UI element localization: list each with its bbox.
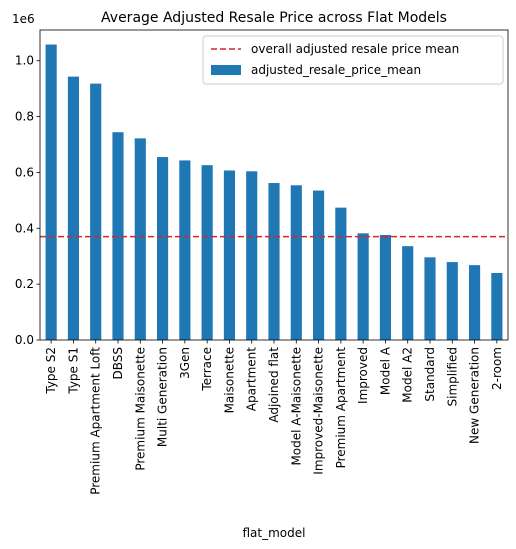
x-tick-label: 2-room — [490, 347, 504, 390]
x-tick-label: Type S2 — [44, 347, 58, 395]
bar-apartment — [246, 171, 258, 340]
x-ticks-group: Type S2 Type S1 Premium Apartment Loft DBSS… — [44, 340, 504, 495]
x-tick-label: Premium Apartment Loft — [89, 347, 103, 495]
y-tick-label: 0.6 — [15, 165, 34, 179]
x-tick-label: DBSS — [111, 347, 125, 380]
bar-3gen — [179, 160, 191, 340]
bar-improved-maisonette — [313, 190, 325, 340]
x-tick-label: Terrace — [200, 347, 214, 392]
x-tick-label: Model A2 — [401, 347, 415, 403]
x-tick-label: New Generation — [468, 347, 482, 444]
y-axis-offset-label: 1e6 — [12, 12, 35, 26]
x-tick-label: Type S1 — [66, 347, 80, 395]
x-tick-label: Improved — [356, 347, 370, 404]
x-tick-label: Premium Apartment — [334, 347, 348, 469]
bars-group — [45, 44, 503, 341]
bar-premium-apartment-loft — [90, 83, 102, 341]
bar-improved — [357, 233, 369, 340]
x-axis-label: flat_model — [243, 526, 306, 540]
y-tick-label: 1.0 — [15, 54, 34, 68]
x-tick-label: Apartment — [245, 347, 259, 411]
legend: overall adjusted resale price mean adjust… — [202, 35, 504, 85]
chart-title: Average Adjusted Resale Price across Fla… — [101, 10, 447, 26]
legend-box — [202, 35, 504, 85]
x-tick-label: Adjoined flat — [267, 347, 281, 423]
x-tick-label: Multi Generation — [156, 347, 170, 447]
x-tick-label: Model A-Maisonette — [289, 347, 303, 466]
bar-2-room — [491, 272, 503, 340]
bar-type-s1 — [67, 76, 79, 340]
bar-terrace — [201, 165, 213, 340]
bar-premium-apartment — [335, 207, 347, 340]
bar-adjoined-flat — [268, 183, 280, 340]
legend-reference-line-label: overall adjusted resale price mean — [251, 42, 459, 56]
y-tick-label: 0.4 — [15, 221, 34, 235]
bar-multi-generation — [157, 157, 169, 340]
bar-maisonette — [223, 170, 235, 340]
legend-bar-swatch — [211, 65, 241, 75]
bar-type-s2 — [45, 44, 57, 340]
y-tick-label: 0.0 — [15, 333, 34, 347]
bar-premium-maisonette — [134, 138, 146, 340]
bar-model-a — [379, 234, 391, 340]
x-tick-label: Maisonette — [222, 347, 236, 413]
y-tick-label: 0.2 — [15, 277, 34, 291]
x-tick-label: Improved-Maisonette — [312, 347, 326, 475]
x-tick-label: Premium Maisonette — [133, 347, 147, 471]
y-tick-label: 0.8 — [15, 110, 34, 124]
bar-new-generation — [469, 265, 481, 340]
bar-standard — [424, 257, 436, 340]
x-tick-label: Standard — [423, 347, 437, 402]
x-tick-label: Simplified — [445, 347, 459, 406]
x-tick-label: 3Gen — [178, 347, 192, 379]
bar-model-a2 — [402, 246, 414, 340]
bar-model-a-maisonette — [290, 185, 302, 340]
legend-bar-label: adjusted_resale_price_mean — [251, 63, 421, 77]
y-ticks-group: 0.0 0.2 0.4 0.6 0.8 1.0 — [15, 54, 40, 347]
bar-simplified — [446, 262, 458, 340]
x-tick-label: Model A — [378, 346, 392, 395]
